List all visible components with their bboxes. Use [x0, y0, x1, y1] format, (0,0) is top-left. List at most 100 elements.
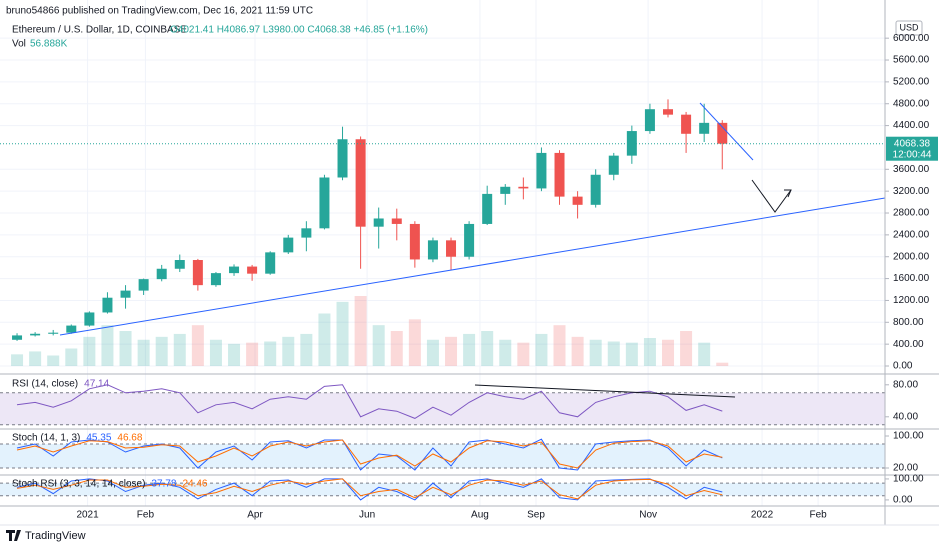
publisher: bruno54866 published on TradingView.com,… [6, 6, 313, 17]
volume-bar [589, 339, 602, 366]
candle-body [138, 279, 149, 291]
y-tick-label: 20.00 [893, 463, 918, 474]
candle-body [319, 177, 330, 229]
volume-bar [354, 296, 367, 366]
volume-bar [499, 339, 512, 366]
band-fill [0, 392, 885, 425]
candle-body [608, 155, 619, 175]
volume-bar [716, 362, 729, 366]
indicator-value: 45.35 [86, 433, 111, 444]
trend-line [699, 102, 754, 161]
last-price-box [886, 136, 938, 161]
volume-bar [607, 341, 620, 366]
volume-bar [680, 331, 693, 366]
y-tick-label: 5600.00 [893, 55, 930, 66]
volume-bar [535, 333, 548, 366]
candle-body [446, 240, 457, 257]
candle-body [391, 218, 402, 224]
indicator-line [16, 384, 723, 419]
candle-body [48, 332, 59, 334]
volume-bar [698, 342, 711, 366]
x-tick-label: Nov [639, 510, 657, 521]
candle-body [427, 240, 438, 260]
y-tick-label: 100.00 [893, 431, 924, 442]
y-tick-label: 400.00 [893, 339, 924, 350]
last-price-label: 4068.38 [894, 138, 931, 149]
candle-body [174, 260, 185, 269]
candle-body [84, 312, 95, 326]
candle-body [554, 152, 565, 197]
countdown: 12:00:44 [893, 149, 932, 160]
volume-bar [517, 342, 530, 366]
x-tick-label: Sep [527, 510, 545, 521]
candle-body [500, 186, 511, 194]
candle-body [265, 252, 276, 274]
vol-value: 56.888K [30, 39, 68, 50]
x-tick-label: 2021 [76, 510, 99, 521]
volume-bar [65, 348, 78, 366]
candle-body [102, 297, 113, 313]
candle-body [699, 122, 710, 134]
bands [0, 392, 885, 497]
x-tick-label: 2022 [751, 510, 774, 521]
ohlc: O4021.41 H4086.97 L3980.00 C4068.38 +46.… [170, 25, 428, 36]
candle-body [192, 260, 203, 286]
indicator-value: 24.46 [182, 479, 207, 490]
arrow-head [784, 189, 792, 198]
candle-body [12, 335, 23, 340]
y-tick-label: 1200.00 [893, 295, 930, 306]
currency[interactable]: USD [899, 22, 919, 32]
candle-body [337, 139, 348, 178]
x-tick-label: Feb [809, 510, 827, 521]
y-tick-label: 5200.00 [893, 77, 930, 88]
vol-label: Vol [12, 39, 26, 50]
volume-bar [119, 331, 132, 366]
symbol: Ethereum / U.S. Dollar, 1D, COINBASE [12, 25, 187, 36]
candle-body [283, 237, 294, 253]
candle-body [355, 139, 366, 227]
band-fill [0, 483, 885, 496]
trend-line [59, 197, 886, 336]
indicator-line [16, 439, 723, 469]
volume-bar [336, 301, 349, 366]
volume-bar [209, 339, 222, 366]
y-tick-label: 4400.00 [893, 120, 930, 131]
volume-bar [173, 333, 186, 366]
y-tick-label: 0.00 [893, 495, 913, 506]
volume-bar [408, 319, 421, 366]
y-tick-label: 2000.00 [893, 251, 930, 262]
arrow-drawing [751, 179, 792, 213]
y-tick-label: 800.00 [893, 317, 924, 328]
y-tick-label: 3200.00 [893, 186, 930, 197]
indicator-value: 37.78 [151, 479, 176, 490]
candle-body [590, 174, 601, 205]
y-tick-label: 2400.00 [893, 230, 930, 241]
candle-body [518, 186, 529, 189]
indicator-title: RSI (14, close) [12, 379, 78, 390]
volume-bar [264, 341, 277, 366]
y-tick-label: 6000.00 [893, 33, 930, 44]
indicator-title: Stoch (14, 1, 3) [12, 433, 80, 444]
volume-bar [445, 336, 458, 366]
indicator-line [16, 478, 723, 500]
brand-logo [6, 530, 21, 541]
indicator-line [16, 438, 723, 471]
volume-bar [318, 313, 331, 366]
candle-body [373, 218, 384, 227]
candle-body [120, 290, 131, 298]
candle-body [482, 193, 493, 224]
y-tick-label: 1600.00 [893, 273, 930, 284]
indicator-value: 47.14 [84, 379, 109, 390]
x-tick-label: Jun [359, 510, 375, 521]
volume-bar [155, 336, 168, 366]
volume-bar [662, 339, 675, 366]
volume-bar [426, 339, 439, 366]
volume-bar [571, 336, 584, 366]
volume-bar [300, 333, 313, 366]
volume-bar [101, 325, 114, 366]
y-tick-label: 0.00 [893, 361, 913, 372]
currency-box[interactable] [895, 20, 923, 36]
candle-body [301, 228, 312, 238]
x-tick-label: Aug [471, 510, 489, 521]
